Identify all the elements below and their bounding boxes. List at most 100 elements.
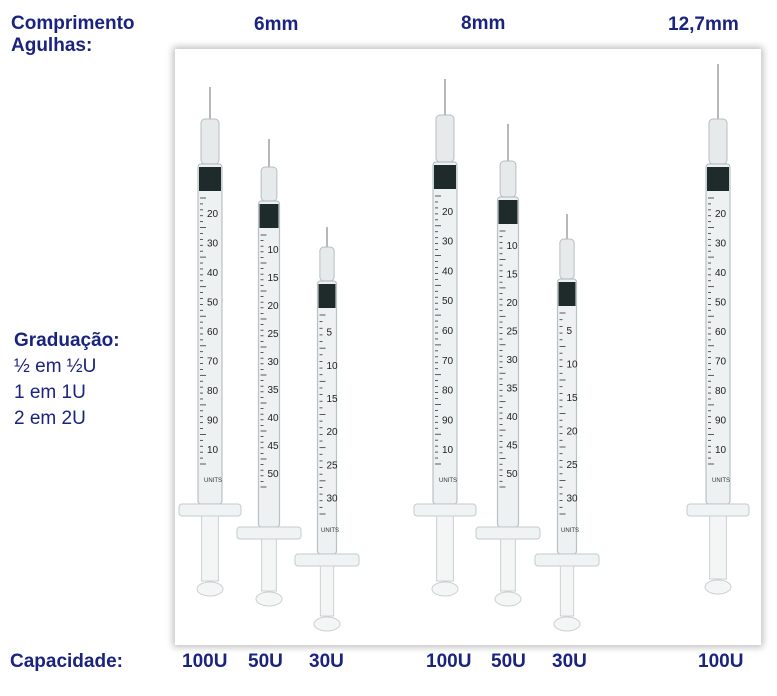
scale-number: 80 [715, 386, 727, 397]
capacity-label: 30U [552, 651, 587, 672]
syringe-barrel [556, 278, 578, 555]
graduation-line-3: 2 em 2U [14, 408, 86, 429]
plunger-seal [199, 167, 221, 191]
scale-number: 20 [715, 209, 727, 220]
scale-number: 35 [507, 383, 519, 394]
plunger-rod [201, 515, 219, 582]
scale-number: 5 [567, 326, 573, 337]
scale-number: 45 [507, 440, 519, 451]
capacity-label: 100U [182, 651, 228, 672]
scale-number: 25 [327, 460, 339, 471]
needle-length-12-7mm: 12,7mm [668, 14, 739, 35]
units-mark: UNITS [712, 478, 730, 484]
plunger-rod [500, 538, 516, 592]
scale-number: 10 [507, 241, 519, 252]
scale-number: 15 [567, 393, 579, 404]
scale-number: 90 [207, 416, 219, 427]
plunger-cap [313, 616, 341, 632]
scale-number: 10 [442, 445, 454, 456]
needle-length-label: Comprimento Agulhas: [11, 13, 135, 57]
plunger-cap [704, 579, 732, 595]
plunger-rod [709, 515, 727, 580]
finger-flange [413, 503, 477, 517]
needle-hub [435, 114, 455, 163]
scale-number: 20 [207, 209, 219, 220]
plunger-seal [707, 167, 729, 191]
plunger-cap [431, 581, 459, 597]
scale-number: 20 [327, 427, 339, 438]
units-mark: UNITS [321, 528, 339, 534]
scale-number: 60 [442, 326, 454, 337]
plunger-seal [558, 282, 576, 306]
scale-number: 20 [268, 301, 280, 312]
scale-number: 15 [327, 394, 339, 405]
needle-hub [260, 166, 278, 202]
graduation-line-1: ½ em ½U [14, 356, 97, 377]
scale-number: 50 [715, 297, 727, 308]
plunger-seal [318, 284, 336, 308]
capacity-label: 30U [309, 651, 344, 672]
finger-flange [686, 503, 750, 517]
finger-flange [534, 553, 600, 567]
scale-number: 30 [327, 493, 339, 504]
scale-number: 10 [567, 359, 579, 370]
scale-number: 20 [442, 207, 454, 218]
scale-number: 60 [715, 327, 727, 338]
units-mark: UNITS [204, 478, 222, 484]
units-mark: UNITS [561, 528, 579, 534]
scale-number: 35 [268, 385, 280, 396]
scale-number: 90 [442, 415, 454, 426]
units-mark: UNITS [439, 478, 457, 484]
plunger-seal [498, 200, 518, 224]
scale-number: 90 [715, 416, 727, 427]
scale-number: 50 [207, 297, 219, 308]
plunger-rod [261, 538, 277, 592]
needle-hub [559, 238, 575, 280]
graduation-line-2: 1 em 1U [14, 382, 86, 403]
syringes-photo: 20 30 40 50 60 70 80 90 10 UNITS 10 15 20 25 30 35 40 45 5… [175, 49, 761, 645]
plunger-rod [436, 515, 454, 582]
needle-hub [499, 160, 517, 198]
needle-length-6mm: 6mm [254, 14, 299, 35]
scale-number: 20 [507, 298, 519, 309]
scale-number: 30 [207, 238, 219, 249]
scale-number: 30 [442, 237, 454, 248]
scale-number: 50 [507, 469, 519, 480]
scale-number: 15 [268, 273, 280, 284]
capacity-title: Capacidade: [10, 651, 123, 672]
scale-number: 20 [567, 426, 579, 437]
scale-number: 50 [442, 296, 454, 307]
finger-flange [178, 503, 242, 517]
needle-length-label-line1: Comprimento [11, 13, 135, 34]
plunger-seal [434, 165, 456, 189]
scale-number: 40 [268, 413, 280, 424]
plunger-cap [255, 591, 283, 607]
finger-flange [236, 526, 302, 540]
scale-number: 70 [442, 356, 454, 367]
scale-number: 60 [207, 327, 219, 338]
plunger-seal [259, 204, 279, 228]
scale-number: 30 [268, 357, 280, 368]
scale-number: 40 [442, 266, 454, 277]
scale-number: 30 [715, 238, 727, 249]
plunger-rod [559, 565, 575, 617]
plunger-cap [553, 616, 581, 632]
needle-length-8mm: 8mm [461, 13, 506, 34]
scale-number: 50 [268, 469, 280, 480]
scale-number: 25 [268, 329, 280, 340]
capacity-label: 50U [491, 651, 526, 672]
scale-number: 25 [567, 460, 579, 471]
plunger-cap [196, 581, 224, 597]
graduation-title: Graduação: [14, 330, 120, 351]
syringes-illustration: 20 30 40 50 60 70 80 90 10 UNITS 10 15 20 25 30 35 40 45 5… [178, 64, 750, 632]
scale-number: 80 [442, 386, 454, 397]
needle-hub [200, 118, 220, 165]
scale-number: 10 [207, 445, 219, 456]
scale-number: 45 [268, 441, 280, 452]
scale-number: 5 [327, 328, 333, 339]
needle-hub [708, 118, 728, 165]
scale-number: 70 [715, 357, 727, 368]
scale-number: 40 [715, 268, 727, 279]
scale-number: 25 [507, 327, 519, 338]
scale-number: 30 [507, 355, 519, 366]
